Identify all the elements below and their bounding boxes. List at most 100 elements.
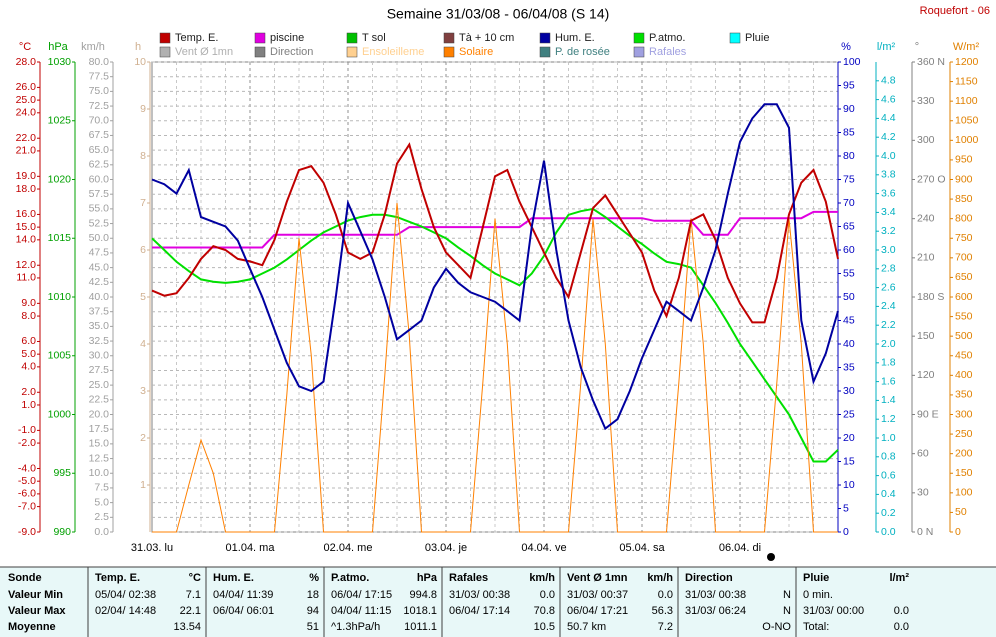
tick-label: 1005 [48,350,72,362]
tick-label: 52.5 [89,217,110,229]
table-cell: 1011.1 [404,621,437,633]
tick-label: 300 [955,408,973,420]
group-title: Vent Ø 1mn [567,572,628,584]
tick-label: 26.0 [16,81,37,93]
tick-label: 55.0 [89,203,110,215]
tick-label: 700 [955,252,973,264]
tick-label: 1.2 [881,413,896,425]
legend-label: piscine [270,32,304,44]
tick-label: 5.0 [21,348,36,360]
marker [767,553,775,561]
tick-label: -2.0 [18,437,36,449]
tick-label: 75 [843,173,855,185]
x-tick-label: 31.03. lu [131,542,173,554]
group-unit: hPa [417,572,438,584]
tick-label: 30.0 [89,350,110,362]
tick-label: 270 O [917,173,946,185]
tick-label: 25.0 [16,94,37,106]
tick-label: 77.5 [89,70,110,82]
table-cell: N [783,605,791,617]
tick-label: 900 [955,173,973,185]
group-title: Temp. E. [95,572,140,584]
tick-label: -7.0 [18,500,36,512]
table-cell: N [783,589,791,601]
tick-label: 0 [843,526,849,538]
tick-label: 57.5 [89,188,110,200]
tick-label: 15.0 [16,221,37,233]
tick-label: 2.4 [881,300,896,312]
tick-label: 80 [843,150,855,162]
series-line [152,202,838,533]
tick-label: 1050 [955,115,979,127]
table-cell: 31/03/ 00:38 [685,589,746,601]
tick-label: 2.5 [94,511,109,523]
tick-label: 72.5 [89,100,110,112]
table-cell: 0 min. [803,589,833,601]
group-title: P.atmo. [331,572,369,584]
tick-label: 80.0 [89,56,110,68]
table-cell: O-NO [762,621,791,633]
group-title: Pluie [803,572,829,584]
table-cell: 06/04/ 17:14 [449,605,510,617]
table-cell: 7.2 [658,621,673,633]
tick-label: 2.8 [881,263,896,275]
legend-swatch [254,46,266,58]
tick-label: 5 [843,502,849,514]
tick-label: 0 [955,526,961,538]
station: Roquefort - 06 [920,5,990,17]
tick-label: 25.0 [89,379,110,391]
tick-label: 25 [843,408,855,420]
legend-swatch [346,32,358,44]
tick-label: 9 [140,103,146,115]
legend-swatch [729,32,741,44]
table-bg [0,567,996,637]
tick-label: 2.0 [881,338,896,350]
x-tick-label: 01.04. ma [226,542,276,554]
tick-label: 75.0 [89,85,110,97]
group-title: Direction [685,572,733,584]
series-line [151,207,839,463]
tick-label: 60.0 [89,173,110,185]
axis-unit: hPa [48,41,68,53]
legend-swatch [539,46,551,58]
tick-label: -4.0 [18,462,36,474]
tick-label: 150 [955,467,973,479]
tick-label: 45.0 [89,261,110,273]
tick-label: 4.8 [881,75,896,87]
tick-label: 50.0 [89,232,110,244]
tick-label: 17.5 [89,423,110,435]
tick-label: 1020 [48,173,72,185]
tick-label: 22.5 [89,394,110,406]
legend-label: Rafales [649,46,687,58]
tick-label: 0.2 [881,507,896,519]
table-cell: 02/04/ 14:48 [95,605,156,617]
tick-label: 250 [955,428,973,440]
axis-unit: h [135,41,141,53]
legend-swatch [254,32,266,44]
group-title: Rafales [449,572,488,584]
tick-label: 65 [843,220,855,232]
chart-title: Semaine 31/03/08 - 06/04/08 (S 14) [387,6,610,22]
legend-label: P.atmo. [649,32,686,44]
tick-label: 24.0 [16,107,37,119]
legend-label: Tà + 10 cm [459,32,514,44]
tick-label: 18.0 [16,183,37,195]
tick-label: 2.2 [881,319,896,331]
tick-label: 35.0 [89,320,110,332]
tick-label: 37.5 [89,305,110,317]
tick-label: 20 [843,432,855,444]
tick-label: 42.5 [89,276,110,288]
table-cell: ^1.3hPa/h [331,621,380,633]
tick-label: 300 [917,134,935,146]
tick-label: 1100 [955,95,978,107]
tick-label: 50 [955,506,967,518]
tick-label: 0.4 [881,488,896,500]
axis-unit: l/m² [877,41,896,53]
x-tick-label: 03.04. je [425,542,467,554]
tick-label: 4.0 [21,361,36,373]
tick-label: 100 [843,56,861,68]
legend-label: Vent Ø 1mn [175,46,233,58]
tick-label: 150 [917,330,935,342]
tick-label: -6.0 [18,488,36,500]
legend-label: Ensoleilleme [362,46,424,58]
